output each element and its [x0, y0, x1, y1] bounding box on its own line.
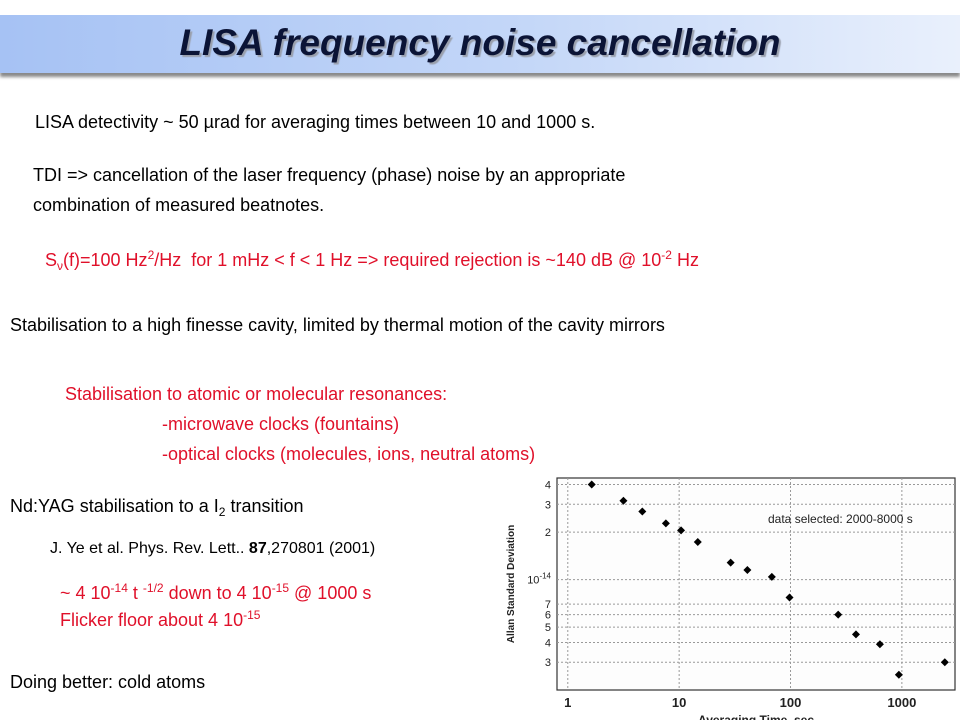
y-axis-label: Allan Standard Deviation — [506, 525, 517, 643]
tick-label-base: 3 — [545, 657, 551, 669]
data-point — [767, 572, 776, 581]
title-bar — [0, 15, 960, 73]
tick-label-base: 3 — [545, 499, 551, 511]
text-run: ~ 4 10 — [60, 583, 111, 603]
text-block: TDI => cancellation of the laser frequen… — [33, 160, 625, 220]
data-point — [726, 558, 735, 567]
text-line: TDI => cancellation of the laser frequen… — [33, 160, 625, 190]
superscript: -2 — [661, 248, 672, 262]
data-point — [587, 480, 596, 489]
subscript: ν — [57, 259, 64, 273]
superscript: -15 — [243, 608, 261, 622]
text-block: Stabilisation to atomic or molecular res… — [65, 379, 535, 469]
text-run: Flicker floor about 4 10 — [60, 610, 244, 630]
x-tick-label: 10 — [672, 695, 686, 710]
plot-area — [556, 477, 956, 691]
text-line: Doing better: cold atoms — [10, 667, 205, 697]
annotation: data selected: 2000-8000 s — [768, 512, 913, 526]
data-point — [661, 519, 670, 528]
data-point — [851, 630, 860, 639]
text-run: Stabilisation to a high finesse cavity, … — [10, 315, 665, 335]
y-tick-label: 3 — [545, 499, 551, 511]
text-run: ,270801 (2001) — [266, 540, 376, 557]
data-point — [677, 526, 686, 535]
tick-label-base: 4 — [545, 637, 551, 649]
data-point — [894, 670, 903, 679]
tick-label-base: 7 — [545, 599, 551, 611]
subscript: 2 — [218, 505, 226, 519]
text-block: Sν(f)=100 Hz2/Hz for 1 mHz < f < 1 Hz =>… — [45, 245, 699, 275]
text-run: down to 4 10 — [163, 583, 272, 603]
superscript: -14 — [110, 581, 128, 595]
tick-label-base: 10 — [527, 575, 539, 587]
slide-title: LISA frequency noise cancellation — [179, 22, 781, 63]
y-tick-label: 2 — [545, 527, 551, 539]
text-line: combination of measured beatnotes. — [33, 190, 625, 220]
text-run: S — [45, 250, 58, 270]
x-tick-label: 1 — [564, 695, 571, 710]
text-block: Stabilisation to a high finesse cavity, … — [10, 310, 665, 340]
text-block: LISA detectivity ~ 50 µrad for averaging… — [35, 107, 595, 137]
text-run: J. Ye et al. Phys. Rev. Lett.. — [50, 540, 249, 557]
y-tick-label: 6 — [545, 610, 551, 622]
y-tick-label: 10-14 — [527, 572, 551, 587]
x-tick-label: 1000 — [887, 695, 916, 710]
tick-label-base: 5 — [545, 622, 551, 634]
tick-label-base: 2 — [545, 527, 551, 539]
text-run: TDI => cancellation of the laser frequen… — [33, 165, 626, 185]
x-axis-label: Averaging Time, sec — [698, 713, 814, 720]
data-point — [875, 640, 884, 649]
y-tick-label: 7 — [545, 599, 551, 611]
text-run: -optical clocks (molecules, ions, neutra… — [162, 444, 536, 464]
y-tick-label: 5 — [545, 622, 551, 634]
tick-label-exponent: -14 — [539, 572, 551, 581]
data-point — [743, 566, 752, 575]
tick-label-base: 6 — [545, 610, 551, 622]
data-point — [693, 538, 702, 547]
data-point — [619, 496, 628, 505]
text-line: Stabilisation to a high finesse cavity, … — [10, 310, 665, 340]
text-run: /Hz for 1 mHz < f < 1 Hz => required rej… — [154, 250, 662, 270]
data-point — [834, 610, 843, 619]
superscript: 2 — [147, 248, 155, 262]
y-tick-label: 3 — [545, 657, 551, 669]
text-block: J. Ye et al. Phys. Rev. Lett.. 87,270801… — [50, 534, 375, 564]
superscript: -1/2 — [142, 581, 164, 595]
text-run: Doing better: cold atoms — [10, 672, 206, 692]
text-run: Hz — [671, 250, 699, 270]
y-tick-label: 4 — [545, 637, 551, 649]
y-tick-label: 4 — [545, 480, 551, 492]
text-line: Nd:YAG stabilisation to a I2 transition — [10, 491, 304, 521]
text-run: Nd:YAG stabilisation to a I — [10, 496, 219, 516]
text-block: ~ 4 10-14 t -1/2 down to 4 10-15 @ 1000 … — [60, 580, 371, 634]
text-line: Sν(f)=100 Hz2/Hz for 1 mHz < f < 1 Hz =>… — [45, 245, 699, 275]
text-line: ~ 4 10-14 t -1/2 down to 4 10-15 @ 1000 … — [60, 580, 371, 607]
text-line: LISA detectivity ~ 50 µrad for averaging… — [35, 107, 595, 137]
text-block: Doing better: cold atoms — [10, 667, 205, 697]
data-point — [785, 593, 794, 602]
text-line: Flicker floor about 4 10-15 — [60, 607, 371, 634]
text-block: Nd:YAG stabilisation to a I2 transition — [10, 491, 304, 521]
text-run: @ 1000 s — [289, 583, 372, 603]
text-line: -microwave clocks (fountains) — [65, 409, 535, 439]
text-run: transition — [225, 496, 304, 516]
text-run: -microwave clocks (fountains) — [162, 414, 400, 434]
text-run: Stabilisation to atomic or molecular res… — [65, 384, 448, 404]
text-run: (f)=100 Hz — [63, 250, 148, 270]
data-point — [638, 507, 647, 516]
x-tick-label: 100 — [780, 695, 802, 710]
text-run: LISA detectivity ~ 50 µrad for averaging… — [35, 112, 596, 132]
text-line: Stabilisation to atomic or molecular res… — [65, 379, 535, 409]
text-line: J. Ye et al. Phys. Rev. Lett.. 87,270801… — [50, 534, 375, 564]
text-run: t — [127, 583, 143, 603]
superscript: -15 — [271, 581, 290, 595]
data-point — [940, 658, 949, 667]
bold-text: 87 — [248, 540, 267, 557]
text-run: combination of measured beatnotes. — [33, 195, 325, 215]
text-line: -optical clocks (molecules, ions, neutra… — [65, 439, 535, 469]
tick-label-base: 4 — [545, 480, 551, 492]
